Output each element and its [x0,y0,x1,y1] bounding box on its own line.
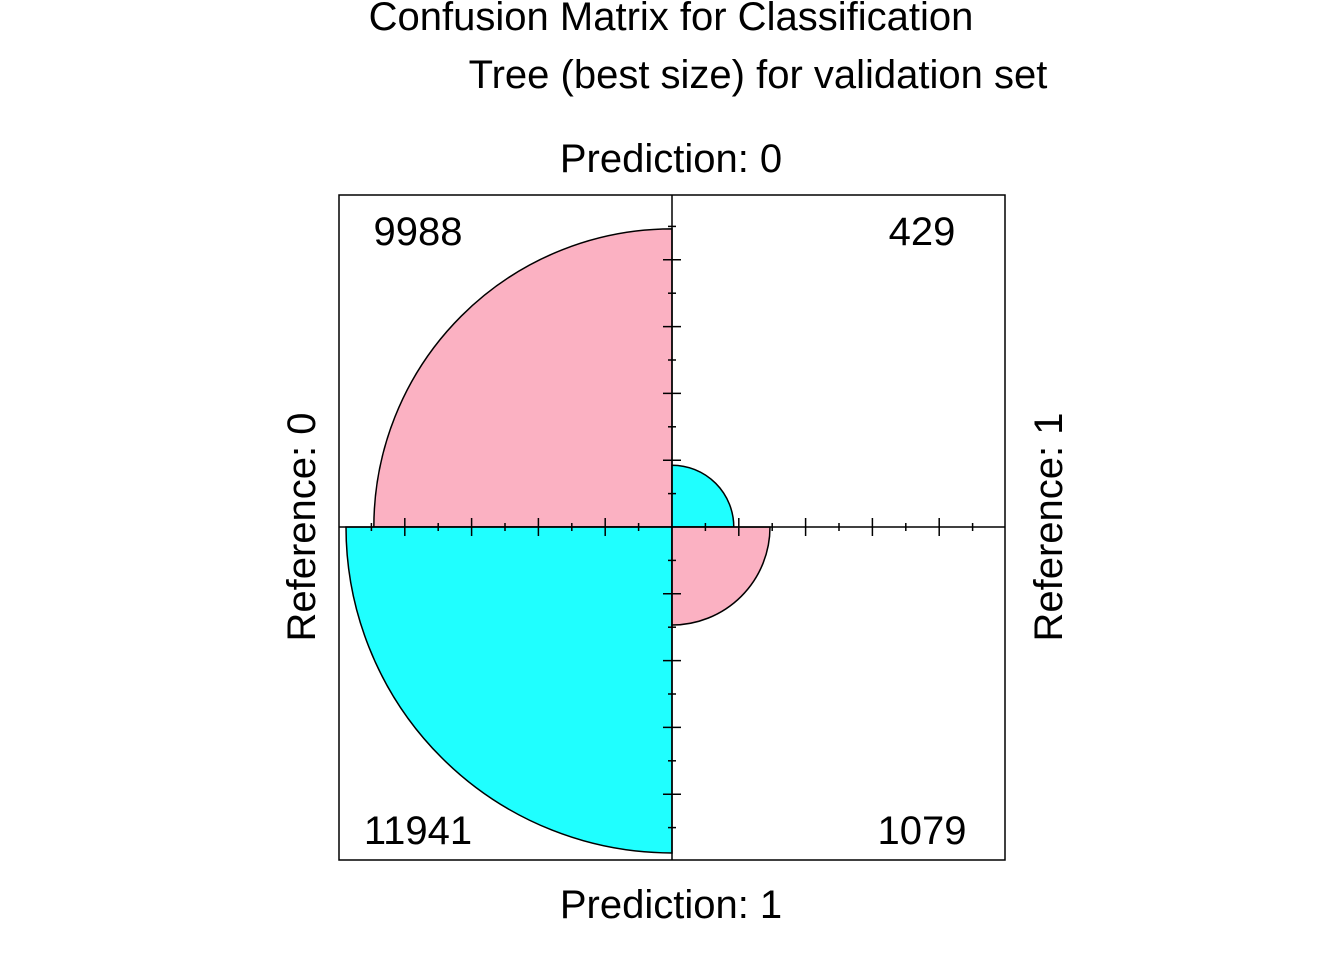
label-reference-0: Reference: 0 [280,412,324,641]
label-reference-1: Reference: 1 [1027,412,1071,641]
label-prediction-0: Prediction: 0 [560,137,782,181]
cell-count-top-right: 429 [889,210,956,254]
chart-title-line-1: Confusion Matrix for Classification [369,0,974,39]
label-prediction-1: Prediction: 1 [560,883,782,927]
sector-top-right [671,464,735,528]
sector-bottom-left [345,526,673,854]
sector-top-left [373,228,673,528]
chart-title-line-2: Tree (best size) for validation set [469,53,1048,97]
cell-count-bottom-right: 1079 [878,809,967,853]
ticks-group [370,225,974,829]
sector-bottom-right [671,526,771,626]
cell-count-bottom-left: 11941 [364,809,472,853]
cell-count-top-left: 9988 [374,210,463,254]
sectors-group [345,228,771,854]
